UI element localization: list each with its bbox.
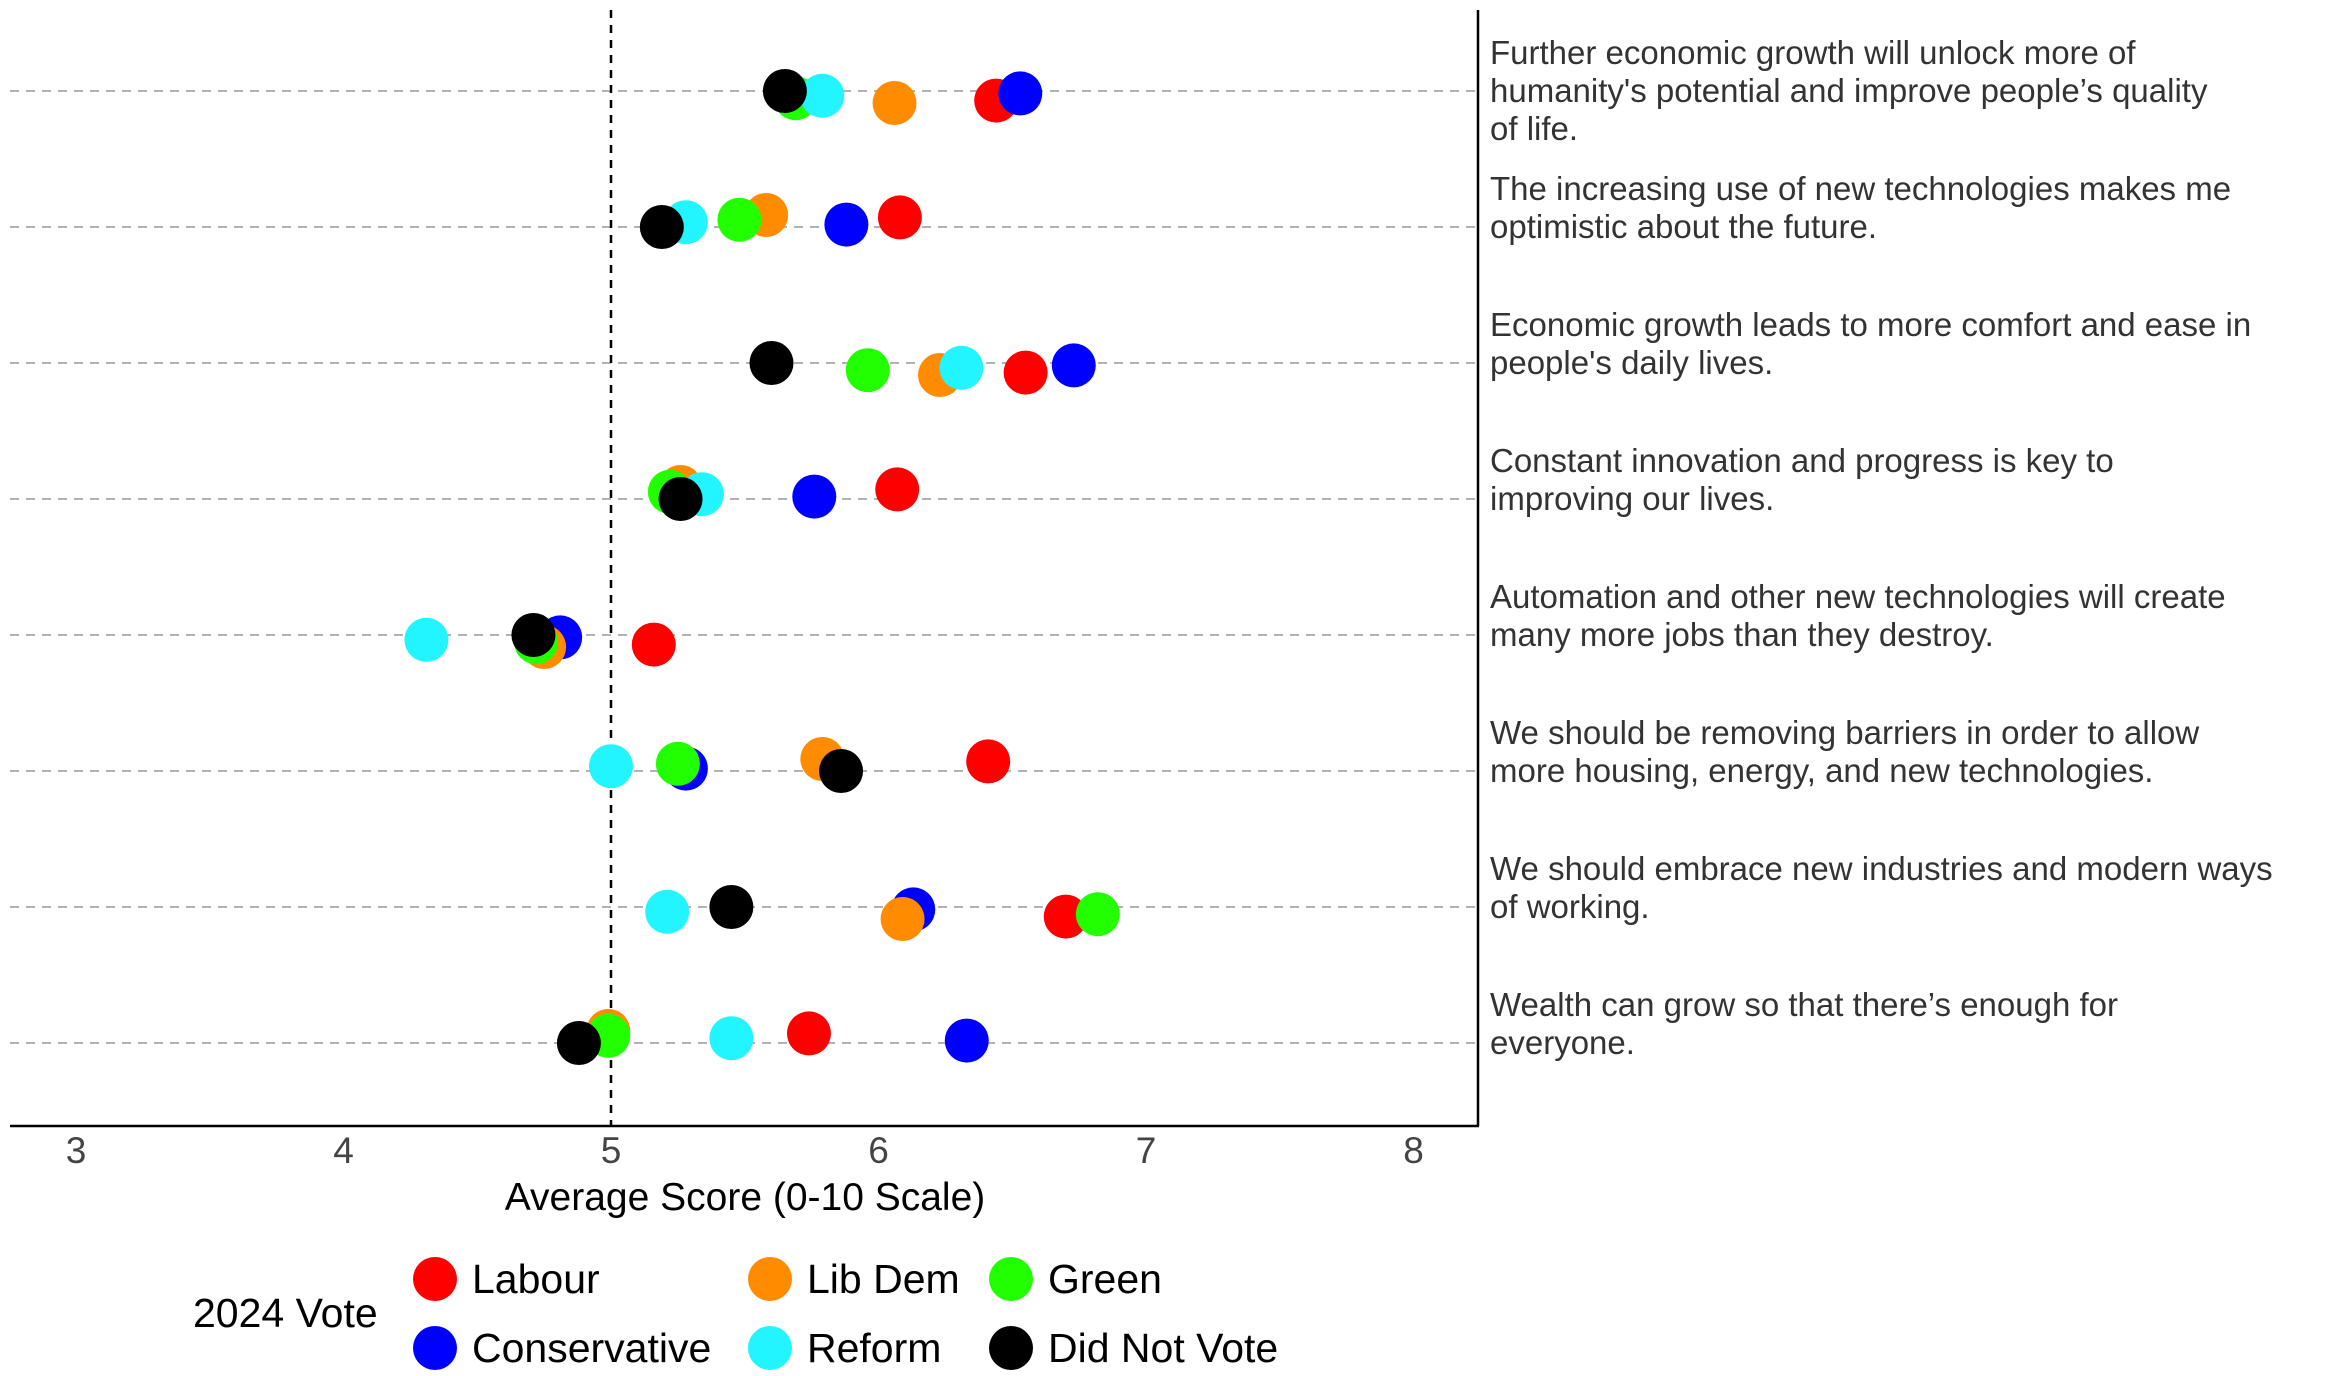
point-did-not-vote [762,69,807,113]
point-conservative [824,202,869,247]
x-tick-label: 3 [66,1130,87,1171]
legend-swatch [989,1257,1033,1301]
point-reform [404,617,449,662]
point-conservative [944,1018,989,1063]
x-tick-label: 5 [601,1130,622,1171]
x-axis-title: Average Score (0-10 Scale) [505,1176,986,1219]
legend-swatch [748,1257,792,1301]
legend-label: Labour [472,1256,600,1302]
point-labour [1003,350,1048,395]
point-conservative [998,71,1043,116]
point-reform [645,889,690,934]
legend: Labour Lib Dem Green Conservative Reform Did … [413,1256,1278,1371]
statement-label: We should embrace new industries and mod… [1490,850,2273,925]
legend-swatch [989,1326,1033,1370]
point-labour [966,739,1011,784]
statement-label: Wealth can grow so that there’s enough f… [1490,986,2118,1061]
point-reform [589,744,633,789]
x-tick-label: 8 [1403,1130,1424,1171]
x-tick-label: 6 [868,1130,889,1171]
point-labour [875,467,920,512]
legend-label: Green [1048,1256,1162,1302]
data-points [404,69,1120,1065]
point-did-not-vote [709,885,754,929]
point-did-not-vote [658,477,703,521]
point-reform [800,73,845,118]
point-reform [709,1016,754,1061]
legend-swatch [413,1326,457,1370]
point-labour [786,1011,831,1056]
point-green [845,348,890,393]
point-green [1075,892,1120,937]
x-tick-label: 4 [333,1130,354,1171]
point-conservative [792,474,837,519]
point-reform [939,345,984,390]
statement-label: The increasing use of new technologies m… [1490,170,2231,245]
statement-label: We should be removing barriers in order … [1490,714,2199,789]
legend-label: Conservative [472,1325,711,1371]
statement-label: Constant innovation and progress is key … [1490,442,2114,517]
point-green [717,197,762,242]
point-conservative [1051,343,1096,388]
legend-swatch [748,1326,792,1370]
grid-lines [10,90,1478,1044]
point-did-not-vote [511,613,556,657]
legend-label: Did Not Vote [1048,1325,1278,1371]
point-labour [631,622,676,667]
x-tick-label: 7 [1136,1130,1157,1171]
point-green [655,741,700,786]
x-axis-ticks: 3 4 5 6 7 8 [66,1130,1424,1171]
point-did-not-vote [639,205,684,249]
point-did-not-vote [819,749,864,793]
point-labour [877,195,922,240]
statement-label: Further economic growth will unlock more… [1490,34,2208,147]
legend-title: 2024 Vote [193,1290,378,1336]
point-lib-dem [872,81,917,125]
legend-swatch [413,1257,457,1301]
statement-label: Economic growth leads to more comfort an… [1490,306,2251,381]
legend-label: Reform [807,1325,941,1371]
point-labour [1043,894,1088,939]
statement-labels: Further economic growth will unlock more… [1490,34,2273,1061]
point-lib-dem [880,897,925,941]
statement-label: Automation and other new technologies wi… [1490,578,2226,653]
point-did-not-vote [556,1021,601,1065]
point-did-not-vote [749,341,794,385]
legend-label: Lib Dem [807,1256,960,1302]
